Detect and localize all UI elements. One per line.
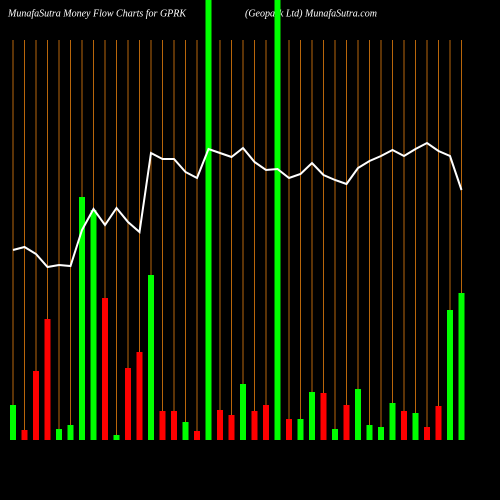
bar	[136, 352, 143, 440]
bar	[228, 415, 235, 440]
bar	[148, 275, 154, 440]
bar	[194, 431, 200, 440]
bar	[297, 419, 304, 440]
bar	[320, 393, 327, 440]
bar	[332, 429, 338, 440]
bar	[274, 0, 281, 440]
bar	[251, 411, 258, 440]
bar	[182, 422, 189, 440]
bar	[159, 411, 166, 440]
bar	[401, 411, 407, 440]
bar	[263, 405, 269, 440]
bar	[240, 384, 246, 440]
bar	[343, 405, 350, 440]
bar	[44, 319, 51, 440]
bar	[435, 406, 442, 440]
bar	[366, 425, 373, 440]
bar	[113, 435, 120, 440]
bar	[102, 298, 108, 440]
bar	[205, 0, 212, 440]
bar	[355, 389, 361, 440]
bar	[33, 371, 39, 440]
bar	[217, 410, 223, 440]
bar	[90, 210, 97, 440]
bar	[67, 425, 74, 440]
bar	[10, 405, 16, 440]
bar	[56, 429, 62, 440]
bar	[389, 403, 396, 440]
bar	[458, 293, 465, 440]
bar	[412, 413, 419, 440]
bar	[171, 411, 177, 440]
bar	[424, 427, 430, 440]
bar	[378, 427, 384, 440]
bar	[286, 419, 292, 440]
chart-title: MunafaSutra Money Flow Charts for GPRK	[7, 8, 187, 19]
bar	[309, 392, 315, 440]
bar	[447, 310, 453, 440]
bar	[21, 430, 28, 440]
bar	[125, 368, 131, 440]
bar	[79, 197, 85, 440]
money-flow-line	[12, 141, 463, 269]
chart-subtitle: (Geopark Ltd) MunafaSutra.com	[245, 8, 377, 19]
